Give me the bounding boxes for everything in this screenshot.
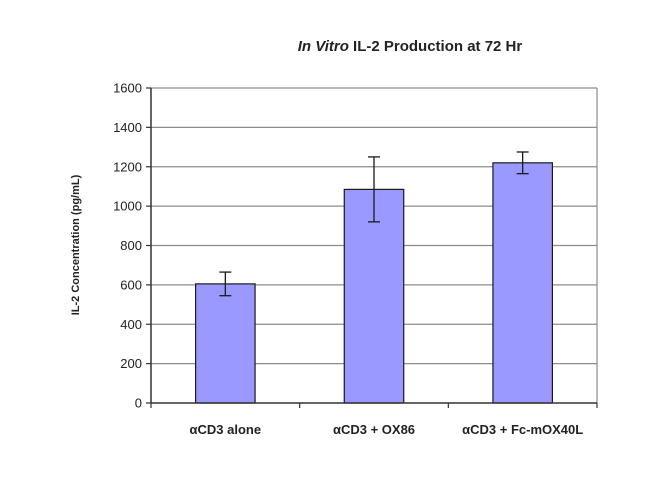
y-tick-label: 0 <box>135 396 142 411</box>
x-tick-label: αCD3 alone <box>190 422 262 437</box>
chart-title-rest: IL-2 Production at 72 Hr <box>353 38 522 55</box>
axes <box>146 87 598 408</box>
x-tick-label: αCD3 + Fc-mOX40L <box>462 422 583 437</box>
y-axis-title: IL-2 Concentration (pg/mL) <box>70 174 82 315</box>
error-bars <box>219 151 529 297</box>
y-tick-label: 800 <box>120 238 142 253</box>
y-tick-label: 600 <box>120 277 142 292</box>
y-tick-labels: 0 200 400 600 800 1000 1200 1400 1600 <box>113 81 142 411</box>
chart-title: In Vitro IL-2 Production at 72 Hr <box>298 38 523 55</box>
bar <box>492 162 553 404</box>
y-tick-label: 400 <box>120 317 142 332</box>
bar <box>195 283 256 404</box>
y-tick-label: 1600 <box>113 81 142 96</box>
x-tick-labels: αCD3 alone αCD3 + OX86 αCD3 + Fc-mOX40L <box>190 422 584 437</box>
chart-title-italic: In Vitro <box>298 38 349 55</box>
y-tick-label: 200 <box>120 356 142 371</box>
bars <box>195 162 553 404</box>
y-tick-label: 1000 <box>113 199 142 214</box>
y-tick-label: 1400 <box>113 120 142 135</box>
x-tick-label: αCD3 + OX86 <box>333 422 415 437</box>
y-tick-label: 1200 <box>113 159 142 174</box>
